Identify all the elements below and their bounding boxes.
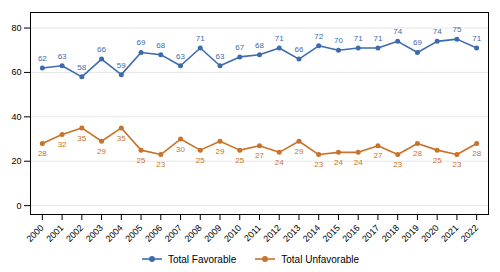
svg-text:25: 25 <box>196 156 205 165</box>
svg-text:27: 27 <box>373 151 382 160</box>
svg-text:59: 59 <box>117 61 126 70</box>
svg-text:71: 71 <box>354 34 363 43</box>
svg-text:2018: 2018 <box>380 223 401 244</box>
svg-text:71: 71 <box>373 34 382 43</box>
svg-text:30: 30 <box>176 145 185 154</box>
svg-text:72: 72 <box>314 32 323 41</box>
svg-text:75: 75 <box>452 25 461 34</box>
svg-text:2019: 2019 <box>400 223 421 244</box>
svg-text:80: 80 <box>11 23 21 33</box>
svg-text:20: 20 <box>11 156 21 166</box>
svg-text:69: 69 <box>137 38 146 47</box>
svg-text:69: 69 <box>413 38 422 47</box>
svg-text:71: 71 <box>275 34 284 43</box>
svg-text:63: 63 <box>216 52 225 61</box>
svg-text:24: 24 <box>354 158 363 167</box>
svg-text:28: 28 <box>472 149 481 158</box>
svg-text:2007: 2007 <box>163 223 184 244</box>
html-text:Total Favorable: Total Favorable <box>167 253 237 265</box>
svg-text:2011: 2011 <box>242 223 263 244</box>
svg-text:2017: 2017 <box>360 223 381 244</box>
svg-text:71: 71 <box>196 34 205 43</box>
svg-text:2014: 2014 <box>301 223 322 244</box>
svg-text:2002: 2002 <box>64 223 85 244</box>
svg-text:2010: 2010 <box>222 223 243 244</box>
svg-text:70: 70 <box>334 36 343 45</box>
svg-text:29: 29 <box>216 147 225 156</box>
svg-text:62: 62 <box>38 54 47 63</box>
svg-text:66: 66 <box>97 45 106 54</box>
svg-text:2022: 2022 <box>459 223 480 244</box>
svg-text:2000: 2000 <box>25 223 46 244</box>
svg-text:63: 63 <box>58 52 67 61</box>
svg-text:35: 35 <box>77 134 86 143</box>
svg-text:32: 32 <box>58 140 67 149</box>
svg-text:2015: 2015 <box>321 223 342 244</box>
svg-text:60: 60 <box>11 67 21 77</box>
svg-text:25: 25 <box>433 156 442 165</box>
html-text:Total Unfavorable: Total Unfavorable <box>281 253 360 265</box>
svg-text:40: 40 <box>11 112 21 122</box>
svg-text:23: 23 <box>156 160 165 169</box>
svg-text:35: 35 <box>117 134 126 143</box>
svg-text:23: 23 <box>452 160 461 169</box>
svg-text:28: 28 <box>413 149 422 158</box>
svg-text:25: 25 <box>137 156 146 165</box>
svg-text:27: 27 <box>255 151 264 160</box>
svg-text:2009: 2009 <box>202 223 223 244</box>
svg-text:29: 29 <box>295 147 304 156</box>
svg-text:2006: 2006 <box>143 223 164 244</box>
svg-text:2020: 2020 <box>419 223 440 244</box>
svg-text:68: 68 <box>255 41 264 50</box>
svg-text:68: 68 <box>156 41 165 50</box>
svg-text:2021: 2021 <box>439 223 460 244</box>
svg-text:2008: 2008 <box>182 223 203 244</box>
svg-text:24: 24 <box>275 158 284 167</box>
svg-text:63: 63 <box>176 52 185 61</box>
svg-text:71: 71 <box>472 34 481 43</box>
svg-text:25: 25 <box>235 156 244 165</box>
svg-text:23: 23 <box>393 160 402 169</box>
svg-text:0: 0 <box>16 201 21 211</box>
svg-text:2005: 2005 <box>123 223 144 244</box>
svg-text:2001: 2001 <box>44 223 65 244</box>
svg-text:2012: 2012 <box>261 223 282 244</box>
svg-text:2004: 2004 <box>104 223 125 244</box>
svg-text:24: 24 <box>334 158 343 167</box>
svg-text:58: 58 <box>77 63 86 72</box>
svg-text:2016: 2016 <box>340 223 361 244</box>
svg-text:28: 28 <box>38 149 47 158</box>
svg-text:74: 74 <box>393 27 402 36</box>
svg-text:67: 67 <box>235 43 244 52</box>
svg-text:2003: 2003 <box>84 223 105 244</box>
svg-text:66: 66 <box>295 45 304 54</box>
svg-text:29: 29 <box>97 147 106 156</box>
svg-text:2013: 2013 <box>281 223 302 244</box>
svg-text:74: 74 <box>433 27 442 36</box>
svg-text:23: 23 <box>314 160 323 169</box>
